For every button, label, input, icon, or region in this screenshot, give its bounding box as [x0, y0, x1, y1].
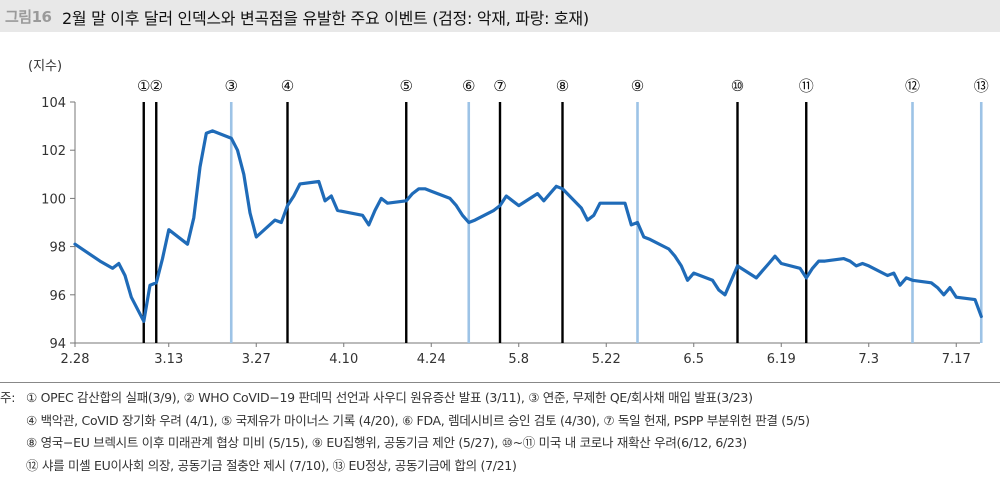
y-axis-unit-label: (지수)	[28, 59, 62, 74]
x-tick-label: 5.8	[508, 352, 529, 367]
note-line: ④ 백악관, CoVID 장기화 우려 (4/1), ⑤ 국제유가 마이너스 기…	[26, 412, 810, 428]
dollar-index-line	[73, 129, 983, 323]
note-line: ⑧ 영국−EU 브렉시트 이후 미래관계 협상 미비 (5/15), ⑨ EU집…	[26, 435, 747, 450]
note-line: 주: ① OPEC 감산합의 실패(3/9), ② WHO CoVID−19 판데…	[0, 387, 1000, 410]
event-marker-label: ⑦	[493, 77, 506, 95]
x-tick-label: 6.19	[767, 352, 796, 367]
note-line: ⑫ 샤를 미셸 EU이사회 의장, 공동기금 절충안 제시 (7/10), ⑬ …	[26, 457, 517, 473]
x-tick-label: 7.3	[858, 352, 879, 367]
x-axis: 2.28 3.13 3.27 4.10 4.24 5.8 5.22 6.5 6.19 7.3 7.1…	[61, 342, 980, 367]
figure-label: 그림16	[5, 8, 52, 26]
x-tick-label: 2.28	[61, 352, 90, 367]
event-marker-label: ①	[137, 77, 150, 95]
y-tick-label: 104	[41, 96, 66, 111]
x-tick-label: 3.13	[154, 352, 183, 367]
event-marker-label: ⑤	[400, 77, 413, 95]
x-tick-label: 7.17	[942, 352, 971, 367]
figure-header: 그림16 2월 말 이후 달러 인덱스와 변곡점을 유발한 주요 이벤트 (검정…	[0, 0, 1000, 32]
x-tick-label: 3.27	[242, 352, 271, 367]
chart-notes: 주: ① OPEC 감산합의 실패(3/9), ② WHO CoVID−19 판데…	[0, 382, 1000, 477]
y-tick-label: 96	[49, 289, 66, 304]
y-tick-label: 98	[49, 241, 66, 256]
event-marker-label: ⑧	[556, 77, 569, 95]
dollar-index-chart: (지수) 94 96 98 100 102 104 2.28 3.13 3.27 4.10 4.2…	[28, 59, 989, 367]
x-tick-label: 4.10	[329, 352, 358, 367]
event-marker-label: ④	[281, 77, 294, 95]
event-marker-label: ⑫	[905, 77, 920, 95]
event-marker-label: ⑬	[974, 77, 989, 95]
event-marker-label: ⑩	[731, 77, 744, 95]
event-marker-label: ⑪	[799, 77, 814, 95]
y-tick-label: 102	[41, 144, 66, 159]
event-marker-label: ②	[150, 77, 163, 95]
x-tick-label: 6.5	[683, 352, 704, 367]
note-prefix: 주:	[0, 390, 16, 405]
y-tick-label: 100	[41, 192, 66, 207]
x-tick-label: 4.24	[417, 352, 446, 367]
y-tick-label: 94	[49, 337, 66, 352]
event-marker-label: ⑥	[462, 77, 475, 95]
y-axis: 94 96 98 100 102 104	[41, 96, 76, 352]
figure-title: 2월 말 이후 달러 인덱스와 변곡점을 유발한 주요 이벤트 (검정: 악재,…	[62, 9, 589, 28]
x-tick-label: 5.22	[592, 352, 621, 367]
event-marker-label: ③	[225, 77, 238, 95]
event-marker-label: ⑨	[631, 77, 644, 95]
